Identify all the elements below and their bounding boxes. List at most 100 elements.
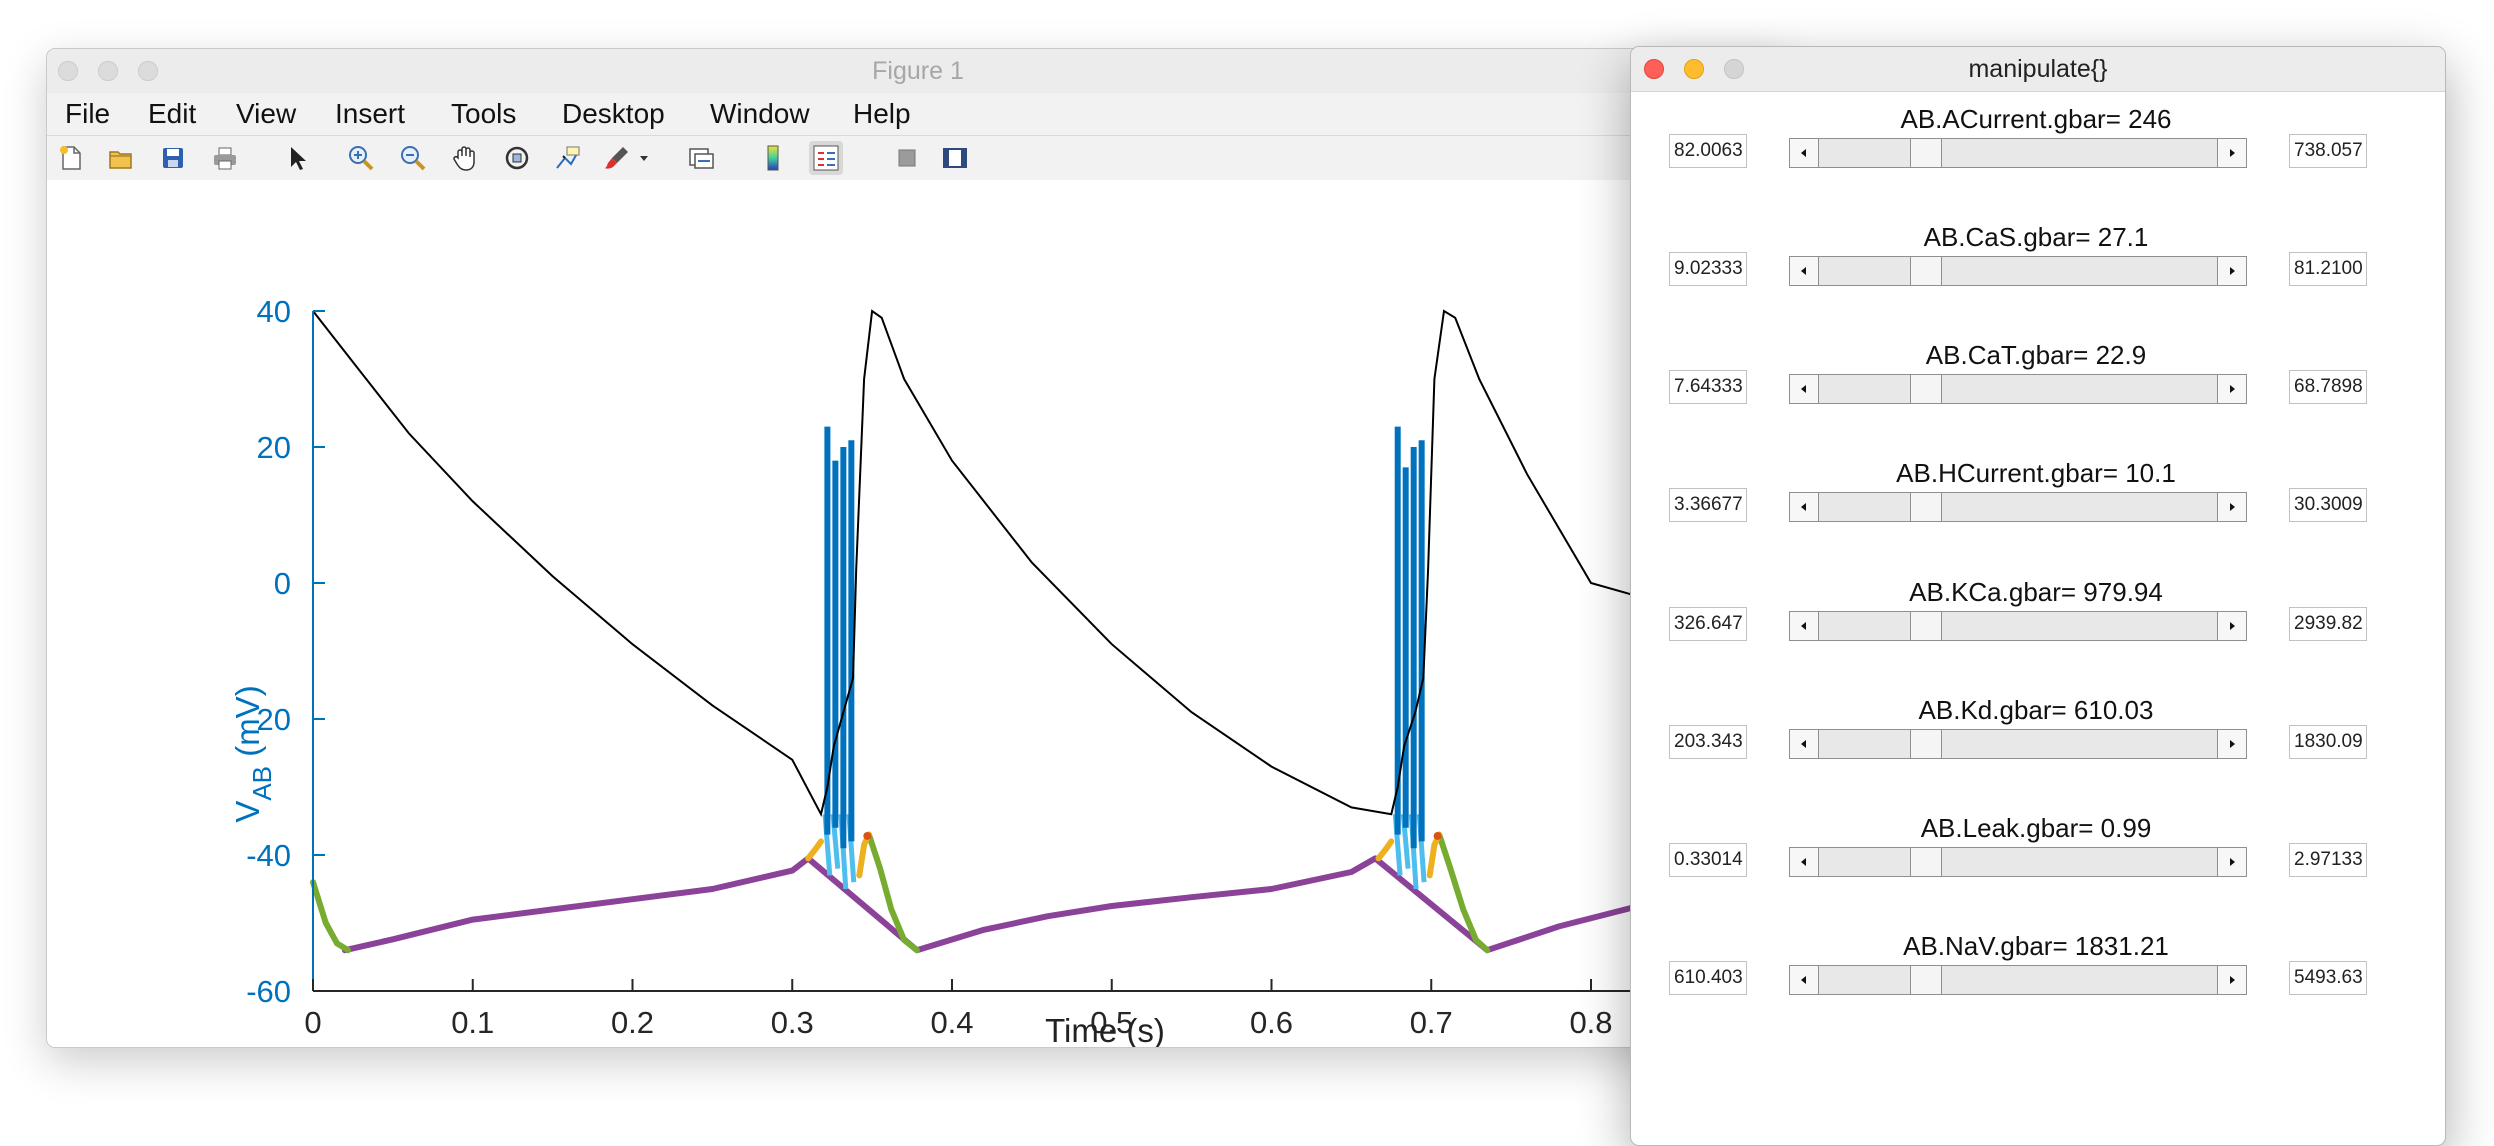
slider-decrement-button[interactable] xyxy=(1790,612,1819,640)
menu-file[interactable]: File xyxy=(65,98,111,129)
colorbar-icon[interactable] xyxy=(759,144,787,172)
parameter-slider[interactable] xyxy=(1789,492,2247,522)
slider-thumb[interactable] xyxy=(1910,848,1942,876)
figure-titlebar[interactable]: Figure 1 xyxy=(47,49,1789,94)
legend-icon[interactable] xyxy=(809,141,843,175)
arrow-right-icon xyxy=(2230,149,2235,157)
menu-tools[interactable]: Tools xyxy=(451,98,517,129)
menu-view[interactable]: View xyxy=(236,98,297,129)
slider-max-field[interactable]: 2.97133 xyxy=(2289,843,2367,877)
slider-decrement-button[interactable] xyxy=(1790,139,1819,167)
slider-min-field[interactable]: 610.403 xyxy=(1669,961,1747,995)
slider-min-field[interactable]: 82.0063 xyxy=(1669,134,1747,168)
slider-thumb[interactable] xyxy=(1910,966,1942,994)
zoom-window-button[interactable] xyxy=(1724,59,1744,79)
slider-increment-button[interactable] xyxy=(2217,966,2246,994)
slider-max-field[interactable]: 68.7898 xyxy=(2289,370,2367,404)
new-figure-icon[interactable] xyxy=(57,144,85,172)
link-plot-icon[interactable] xyxy=(687,144,715,172)
parameter-slider[interactable] xyxy=(1789,611,2247,641)
slider-decrement-button[interactable] xyxy=(1790,257,1819,285)
menu-window[interactable]: Window xyxy=(710,98,810,129)
slider-min-field[interactable]: 7.64333 xyxy=(1669,370,1747,404)
minimize-window-button[interactable] xyxy=(1684,59,1704,79)
zoom-out-icon[interactable] xyxy=(399,144,427,172)
slider-increment-button[interactable] xyxy=(2217,848,2246,876)
slider-max-field[interactable]: 2939.82 xyxy=(2289,607,2367,641)
slider-thumb[interactable] xyxy=(1910,493,1942,521)
slider-max-field[interactable]: 81.2100 xyxy=(2289,252,2367,286)
manipulate-titlebar[interactable]: manipulate{} xyxy=(1631,47,2445,92)
slider-decrement-button[interactable] xyxy=(1790,493,1819,521)
slider-thumb[interactable] xyxy=(1910,730,1942,758)
parameter-slider[interactable] xyxy=(1789,729,2247,759)
brush-dropdown-icon[interactable] xyxy=(637,144,651,172)
pan-icon[interactable] xyxy=(451,144,479,172)
series-line-green xyxy=(865,831,920,954)
slider-thumb[interactable] xyxy=(1910,139,1942,167)
slider-increment-button[interactable] xyxy=(2217,257,2246,285)
arrow-right-icon xyxy=(2230,385,2235,393)
slider-decrement-button[interactable] xyxy=(1790,730,1819,758)
parameter-slider[interactable] xyxy=(1789,374,2247,404)
slider-decrement-button[interactable] xyxy=(1790,966,1819,994)
slider-increment-button[interactable] xyxy=(2217,493,2246,521)
save-icon[interactable] xyxy=(159,144,187,172)
slider-min-field[interactable]: 326.647 xyxy=(1669,607,1747,641)
y-tick-label: -20 xyxy=(246,702,291,737)
arrow-left-icon xyxy=(1801,740,1806,748)
slider-decrement-button[interactable] xyxy=(1790,848,1819,876)
minimize-window-button[interactable] xyxy=(98,61,118,81)
menu-insert[interactable]: Insert xyxy=(335,98,406,129)
slider-min-field[interactable]: 203.343 xyxy=(1669,725,1747,759)
print-icon[interactable] xyxy=(211,144,239,172)
series-line-yellow xyxy=(805,838,824,862)
slider-thumb[interactable] xyxy=(1910,612,1942,640)
slider-thumb[interactable] xyxy=(1910,257,1942,285)
menu-bar: File Edit View Insert Tools Desktop Wind… xyxy=(47,93,1789,135)
slider-label: AB.KCa.gbar= 979.94 xyxy=(1909,577,2163,607)
zoom-in-icon[interactable] xyxy=(347,144,375,172)
arrow-left-icon xyxy=(1801,622,1806,630)
arrow-right-icon xyxy=(2230,976,2235,984)
hide-plot-tools-icon[interactable] xyxy=(893,144,921,172)
data-cursor-icon[interactable] xyxy=(553,144,581,172)
window-title: Figure 1 xyxy=(872,57,964,85)
brush-icon[interactable] xyxy=(603,144,631,172)
slider-max-field[interactable]: 30.3009 xyxy=(2289,488,2367,522)
pointer-icon[interactable] xyxy=(283,144,311,172)
slider-min-field[interactable]: 3.36677 xyxy=(1669,488,1747,522)
slider-max-field[interactable]: 5493.63 xyxy=(2289,961,2367,995)
slider-increment-button[interactable] xyxy=(2217,375,2246,403)
figure-toolbar xyxy=(47,135,1789,181)
parameter-slider[interactable] xyxy=(1789,847,2247,877)
parameter-slider[interactable] xyxy=(1789,965,2247,995)
slider-row: AB.Leak.gbar= 0.99 0.33014 2.97133 xyxy=(1631,813,2445,903)
close-window-button[interactable] xyxy=(1644,59,1664,79)
zoom-window-button[interactable] xyxy=(138,61,158,81)
menu-help[interactable]: Help xyxy=(853,98,911,129)
menu-edit[interactable]: Edit xyxy=(148,98,197,129)
parameter-slider[interactable] xyxy=(1789,138,2247,168)
slider-decrement-button[interactable] xyxy=(1790,375,1819,403)
slider-thumb[interactable] xyxy=(1910,375,1942,403)
slider-min-field[interactable]: 0.33014 xyxy=(1669,843,1747,877)
slider-max-field[interactable]: 1830.09 xyxy=(2289,725,2367,759)
figure-window: Figure 1 File Edit View Insert Tools Des… xyxy=(46,48,1790,1048)
open-file-icon[interactable] xyxy=(107,144,135,172)
slider-increment-button[interactable] xyxy=(2217,139,2246,167)
show-plot-tools-icon[interactable] xyxy=(941,144,969,172)
menu-desktop[interactable]: Desktop xyxy=(562,98,665,129)
x-tick-label: 0.1 xyxy=(451,1005,494,1040)
y-axis-label-symbol: V xyxy=(229,801,266,823)
arrow-left-icon xyxy=(1801,267,1806,275)
slider-increment-button[interactable] xyxy=(2217,730,2246,758)
slider-min-field[interactable]: 9.02333 xyxy=(1669,252,1747,286)
rotate-icon[interactable] xyxy=(503,144,531,172)
slider-increment-button[interactable] xyxy=(2217,612,2246,640)
series-line-yellow xyxy=(1375,838,1395,862)
slider-max-field[interactable]: 738.057 xyxy=(2289,134,2367,168)
close-window-button[interactable] xyxy=(58,61,78,81)
parameter-slider[interactable] xyxy=(1789,256,2247,286)
